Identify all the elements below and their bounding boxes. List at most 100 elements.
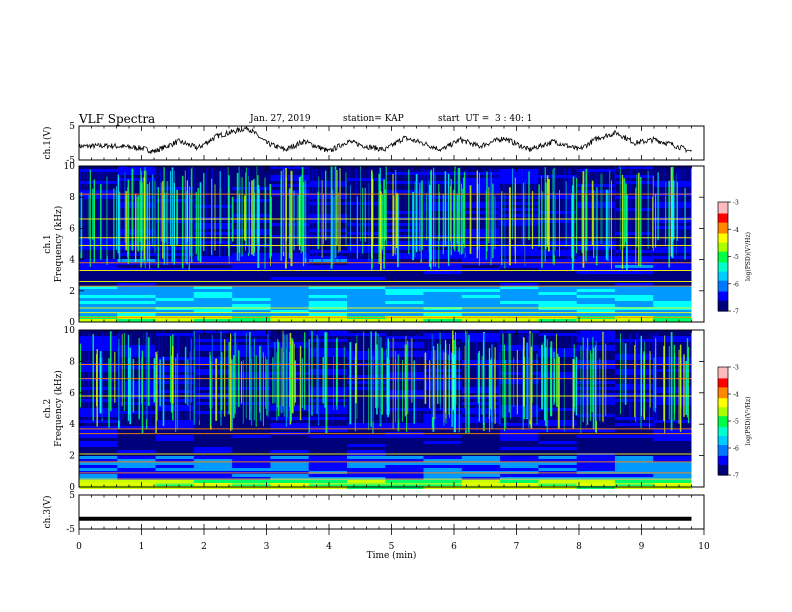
spectrogram-cell bbox=[79, 417, 118, 420]
spectrogram-cell bbox=[79, 396, 118, 399]
spectrogram-cell bbox=[270, 181, 310, 184]
colorbar-segment bbox=[718, 251, 728, 254]
spectrogram-cell bbox=[461, 345, 501, 348]
spectrogram-cell bbox=[461, 283, 501, 286]
spectrogram-cell bbox=[79, 301, 118, 304]
spectrogram-cell bbox=[614, 274, 654, 277]
spectrogram-cell bbox=[614, 483, 654, 486]
spectrogram-cell bbox=[423, 178, 463, 181]
spectrogram-cell bbox=[500, 262, 539, 265]
spectrogram-cell bbox=[347, 199, 386, 202]
spectrogram-cell bbox=[347, 187, 386, 190]
spectrogram-cell bbox=[500, 250, 539, 253]
spectrogram-cell bbox=[347, 468, 386, 471]
spectrogram-cell bbox=[308, 301, 348, 304]
spectrogram-cell bbox=[347, 256, 386, 259]
spectrogram-cell bbox=[500, 474, 539, 477]
colorbar-tick-label: -5 bbox=[733, 254, 739, 261]
spectrogram-cell bbox=[461, 381, 501, 384]
spectrogram-cell bbox=[461, 474, 501, 477]
spectrogram-cell bbox=[193, 399, 233, 402]
ch1-spectrogram-y-tick-label: 2 bbox=[69, 287, 75, 297]
spectrogram-cell bbox=[117, 396, 157, 399]
spectrogram-cell bbox=[79, 319, 118, 322]
spectrogram-cell bbox=[232, 274, 271, 277]
spectrogram-cell bbox=[653, 411, 692, 414]
spectrogram-cell bbox=[79, 292, 118, 295]
spectrogram-cell bbox=[653, 414, 692, 417]
spectrogram-cell bbox=[117, 444, 157, 447]
spectrogram-cell bbox=[270, 292, 310, 295]
spectrogram-cell bbox=[461, 259, 501, 262]
spectrogram-cell bbox=[347, 292, 386, 295]
spectrogram-cell bbox=[270, 289, 310, 292]
spectrogram-cell bbox=[347, 465, 386, 468]
spectrogram-cell bbox=[423, 387, 463, 390]
spectrogram-cell bbox=[347, 253, 386, 256]
spectrogram-cell bbox=[614, 220, 654, 223]
spectrogram-cell bbox=[385, 474, 425, 477]
spectrogram-cell bbox=[117, 184, 157, 187]
spectrogram-cell bbox=[193, 387, 233, 390]
spectrogram-cell bbox=[155, 447, 195, 450]
spectrogram-cell bbox=[614, 184, 654, 187]
spectrogram-cell bbox=[538, 319, 578, 322]
spectrogram-cell bbox=[193, 259, 233, 262]
spectrogram-cell bbox=[347, 304, 386, 307]
spectrogram-cell bbox=[308, 190, 348, 193]
spectrogram-cell bbox=[461, 253, 501, 256]
spectrogram-cell bbox=[423, 166, 463, 169]
spectrogram-cell bbox=[423, 262, 463, 265]
spectrogram-cell bbox=[461, 399, 501, 402]
spectrogram-cell bbox=[308, 310, 348, 313]
colorbar-segment bbox=[718, 460, 728, 463]
spectrogram-cell bbox=[576, 310, 616, 313]
spectrogram-cell bbox=[193, 166, 233, 169]
spectrogram-cell bbox=[79, 339, 118, 342]
spectrogram-cell bbox=[653, 292, 692, 295]
spectrogram-cell bbox=[270, 178, 310, 181]
ch2-colorbar: -3 -4 -5 -6 -7 log(PSD)(V²/Hz) bbox=[717, 365, 752, 480]
spectrogram-cell bbox=[117, 166, 157, 169]
spectrogram-cell bbox=[308, 178, 348, 181]
spectrogram-cell bbox=[347, 283, 386, 286]
spectrogram-cell bbox=[347, 336, 386, 339]
spectrogram-cell bbox=[500, 265, 539, 268]
spectrogram-cell bbox=[270, 184, 310, 187]
spectrogram-cell bbox=[232, 426, 271, 429]
colorbar-segment bbox=[718, 261, 728, 265]
spectrogram-cell bbox=[385, 375, 425, 378]
spectrogram-cell bbox=[614, 268, 654, 271]
spectrogram-cell bbox=[500, 202, 539, 205]
spectrogram-cell bbox=[308, 289, 348, 292]
spectrogram-cell bbox=[653, 378, 692, 381]
spectrogram-cell bbox=[500, 480, 539, 483]
colorbar-segment bbox=[718, 430, 728, 433]
spectrogram-cell bbox=[538, 169, 578, 172]
spectrogram-cell bbox=[308, 357, 348, 360]
spectrogram-cell bbox=[614, 465, 654, 468]
spectrogram-cell bbox=[193, 172, 233, 175]
colorbar-segment bbox=[718, 466, 728, 469]
colorbar-segment bbox=[718, 392, 728, 395]
spectrogram-cell bbox=[155, 420, 195, 423]
spectrogram-cell bbox=[270, 474, 310, 477]
spectrogram-cell bbox=[117, 274, 157, 277]
spectrogram-cell bbox=[117, 474, 157, 477]
spectrogram-cell bbox=[576, 286, 616, 289]
spectrogram-cell bbox=[347, 265, 386, 268]
spectrogram-cell bbox=[614, 301, 654, 304]
spectrogram-cell bbox=[614, 450, 654, 453]
spectrogram-cell bbox=[423, 468, 463, 471]
spectrogram-cell bbox=[117, 283, 157, 286]
spectrogram-cell bbox=[614, 462, 654, 465]
spectrogram-cell bbox=[308, 232, 348, 235]
spectrogram-cell bbox=[461, 199, 501, 202]
colorbar-segment bbox=[718, 280, 728, 283]
spectrogram-cell bbox=[385, 277, 425, 280]
spectrogram-cell bbox=[308, 283, 348, 286]
colorbar-segment bbox=[718, 216, 728, 219]
spectrogram-cell bbox=[653, 408, 692, 411]
spectrogram-cell bbox=[423, 345, 463, 348]
spectrogram-cell bbox=[423, 375, 463, 378]
